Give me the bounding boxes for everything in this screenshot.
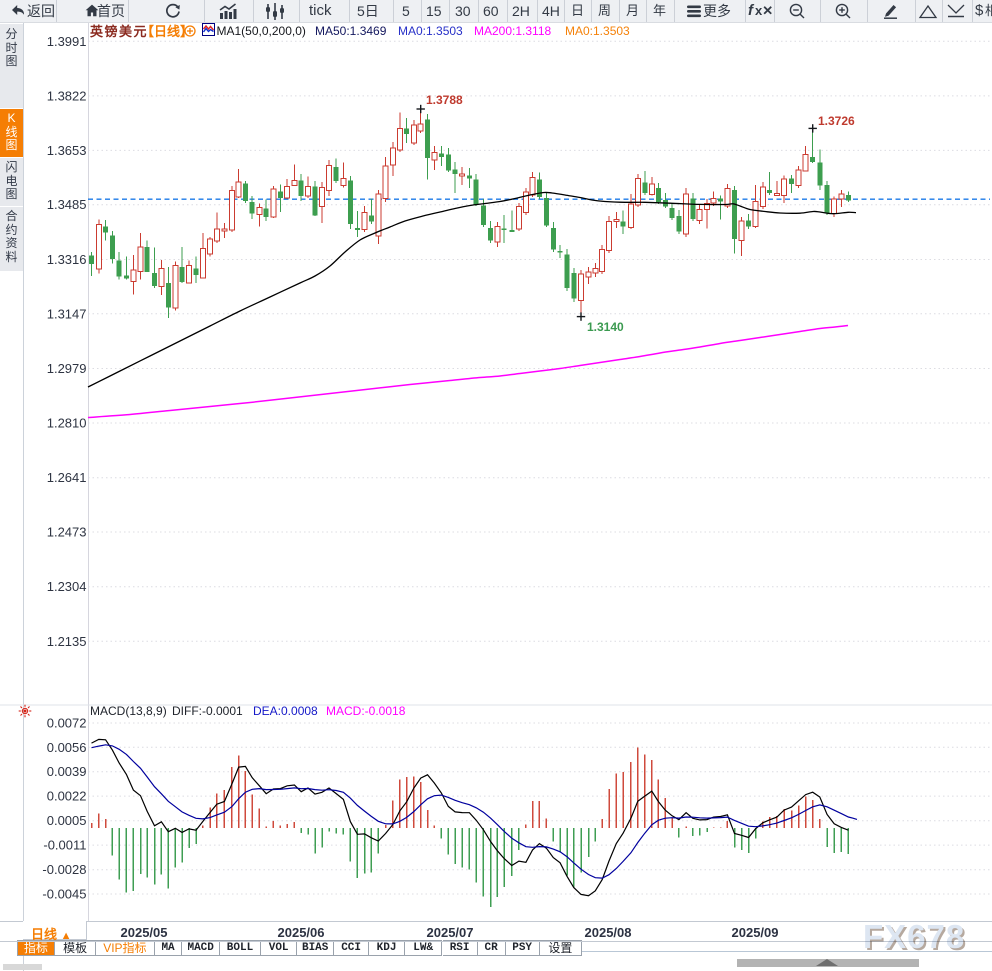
- svg-text:1.3822: 1.3822: [47, 88, 87, 103]
- svg-text:1.3485: 1.3485: [47, 197, 87, 212]
- svg-text:1.3140: 1.3140: [587, 320, 624, 334]
- svg-text:1.2135: 1.2135: [47, 634, 87, 649]
- svg-text:0.0005: 0.0005: [47, 813, 87, 828]
- svg-text:1.3653: 1.3653: [47, 143, 87, 158]
- svg-text:1.2641: 1.2641: [47, 470, 87, 485]
- svg-text:-0.0028: -0.0028: [42, 862, 86, 877]
- svg-text:1.3788: 1.3788: [426, 93, 463, 107]
- svg-text:0.0022: 0.0022: [47, 789, 87, 804]
- svg-text:1.3726: 1.3726: [818, 114, 855, 128]
- svg-text:-0.0045: -0.0045: [42, 887, 86, 902]
- svg-text:1.3147: 1.3147: [47, 306, 87, 321]
- svg-text:0.0056: 0.0056: [47, 740, 87, 755]
- svg-text:1.2473: 1.2473: [47, 525, 87, 540]
- svg-text:1.2810: 1.2810: [47, 416, 87, 431]
- svg-text:0.0039: 0.0039: [47, 764, 87, 779]
- svg-text:1.3316: 1.3316: [47, 252, 87, 267]
- svg-text:1.3991: 1.3991: [47, 34, 87, 49]
- svg-text:0.0072: 0.0072: [47, 716, 87, 731]
- svg-text:1.2304: 1.2304: [47, 579, 87, 594]
- svg-text:1.2979: 1.2979: [47, 361, 87, 376]
- svg-text:-0.0011: -0.0011: [43, 838, 86, 853]
